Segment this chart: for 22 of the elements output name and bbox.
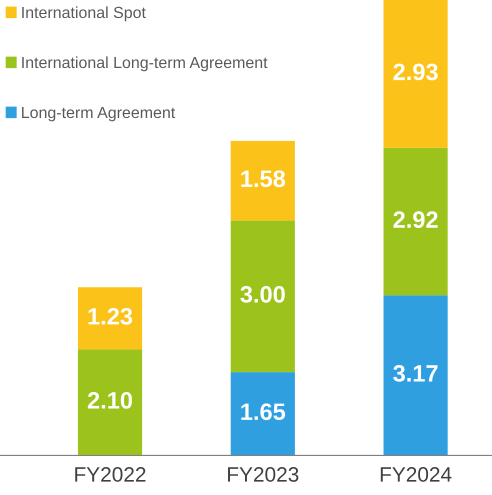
bar	[230, 140, 295, 221]
legend-label: International Spot	[22, 6, 146, 22]
data-label: 1.23	[88, 308, 132, 325]
data-label: 2.92	[393, 211, 438, 228]
bar	[230, 372, 295, 456]
data-label: 2.10	[88, 392, 132, 409]
legend-label: Long-term Agreement	[22, 107, 176, 122]
data-label: 3.17	[393, 364, 438, 382]
data-label: 1.58	[241, 170, 286, 188]
data-label: 1.65	[241, 403, 286, 420]
bar	[230, 220, 295, 372]
data-label: 3.00	[240, 286, 285, 303]
legend-label: International Long-term Agreement	[22, 56, 268, 72]
data-label: 2.93	[393, 64, 438, 80]
bar	[384, 0, 448, 148]
bar	[384, 148, 448, 296]
x-tick-label: FY2022	[75, 467, 146, 482]
bar	[384, 295, 448, 456]
x-tick-label: FY2024	[380, 467, 452, 482]
bar	[78, 287, 142, 350]
x-tick-label: FY2023	[228, 467, 298, 482]
bar	[78, 349, 142, 456]
